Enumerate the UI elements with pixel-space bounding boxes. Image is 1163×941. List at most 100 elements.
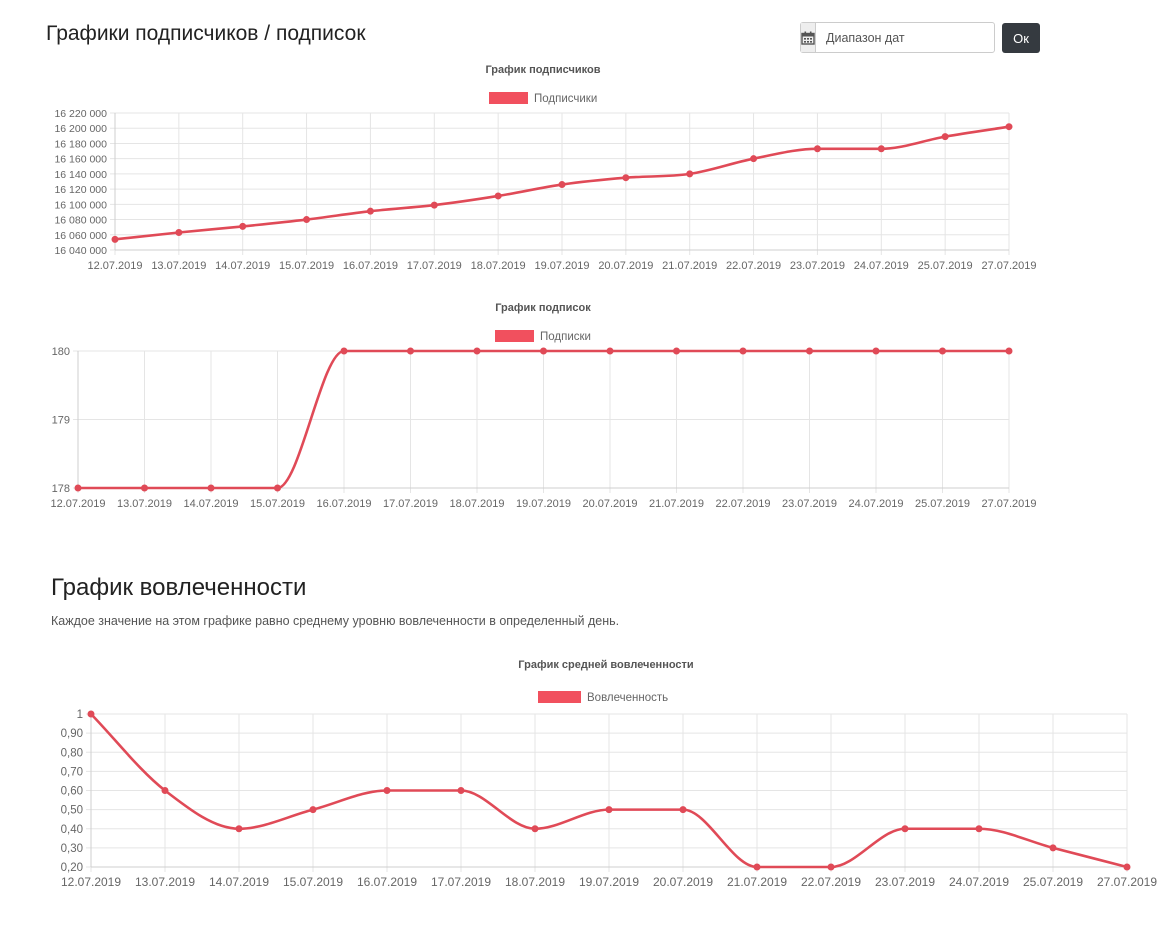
engagement-title: График вовлеченности [51, 574, 307, 601]
x-tick-label: 20.07.2019 [653, 875, 713, 889]
data-point [340, 347, 348, 355]
x-tick-label: 20.07.2019 [582, 498, 637, 510]
data-point [175, 228, 183, 236]
x-tick-label: 15.07.2019 [279, 260, 334, 272]
data-point [141, 484, 148, 492]
x-tick-label: 22.07.2019 [715, 498, 770, 510]
data-point [366, 207, 374, 215]
data-point [161, 787, 169, 794]
series-line [78, 349, 1009, 490]
date-range-input[interactable] [816, 23, 997, 52]
x-tick-label: 12.07.2019 [87, 260, 142, 272]
x-tick-label: 13.07.2019 [135, 875, 195, 889]
y-tick-label: 16 140 000 [54, 169, 107, 181]
data-point [430, 201, 438, 209]
x-tick-label: 19.07.2019 [534, 260, 589, 272]
data-point [605, 806, 613, 814]
data-point [407, 347, 414, 355]
data-point [679, 806, 687, 814]
x-tick-label: 24.07.2019 [949, 875, 1009, 889]
y-tick-label: 16 160 000 [54, 154, 107, 166]
legend-label: Вовлеченность [587, 692, 668, 704]
x-tick-label: 16.07.2019 [343, 260, 398, 272]
y-tick-label: 0,60 [61, 786, 83, 798]
y-tick-label: 16 040 000 [54, 245, 107, 257]
y-tick-label: 180 [52, 346, 70, 358]
data-point [622, 174, 630, 182]
data-point [473, 347, 481, 355]
data-point [813, 145, 821, 153]
x-tick-label: 17.07.2019 [383, 498, 438, 510]
x-tick-label: 22.07.2019 [801, 875, 861, 889]
data-point [1005, 123, 1013, 131]
y-tick-label: 16 180 000 [54, 138, 107, 150]
y-tick-label: 0,20 [61, 862, 83, 874]
data-point [309, 806, 317, 814]
x-tick-label: 16.07.2019 [316, 498, 371, 510]
y-tick-label: 0,30 [61, 843, 83, 855]
data-point [235, 825, 243, 833]
x-tick-label: 20.07.2019 [598, 260, 653, 272]
date-range-picker[interactable] [800, 22, 997, 53]
x-tick-label: 23.07.2019 [875, 875, 935, 889]
data-point [975, 825, 983, 833]
chart-title: График подписчиков [485, 64, 600, 76]
legend-swatch [538, 691, 581, 703]
x-tick-label: 14.07.2019 [183, 498, 238, 510]
x-tick-label: 17.07.2019 [407, 260, 462, 272]
data-point [939, 347, 946, 355]
x-tick-label: 13.07.2019 [151, 260, 206, 272]
x-tick-label: 19.07.2019 [516, 498, 571, 510]
y-tick-label: 0,40 [61, 824, 83, 836]
x-tick-label: 12.07.2019 [61, 875, 121, 889]
data-point [383, 787, 391, 794]
data-point [872, 347, 880, 355]
y-tick-label: 16 220 000 [54, 108, 107, 120]
data-point [827, 863, 835, 871]
y-tick-label: 0,50 [61, 805, 83, 817]
x-tick-label: 14.07.2019 [215, 260, 270, 272]
x-tick-label: 27.07.2019 [981, 260, 1036, 272]
subscriptions-chart: График подписок Подписки 178 179 180 12.07.20… [50, 302, 1036, 510]
ok-button[interactable]: Ок [1002, 23, 1040, 53]
data-point [274, 484, 281, 492]
x-tick-label: 19.07.2019 [579, 875, 639, 889]
x-tick-label: 18.07.2019 [505, 875, 565, 889]
data-point [457, 787, 465, 794]
x-tick-label: 17.07.2019 [431, 875, 491, 889]
x-tick-label: 25.07.2019 [915, 498, 970, 510]
chart-title: График подписок [495, 302, 591, 314]
x-tick-label: 13.07.2019 [117, 498, 172, 510]
data-point [806, 347, 813, 355]
data-point [540, 347, 547, 355]
data-point [750, 155, 758, 163]
x-tick-label: 16.07.2019 [357, 875, 417, 889]
legend-swatch [489, 92, 528, 104]
y-tick-label: 16 200 000 [54, 123, 107, 135]
x-tick-label: 21.07.2019 [662, 260, 717, 272]
y-tick-label: 178 [52, 483, 70, 495]
data-point [941, 133, 949, 141]
x-tick-label: 23.07.2019 [790, 260, 845, 272]
data-point [303, 216, 311, 224]
x-tick-label: 24.07.2019 [854, 260, 909, 272]
data-point [673, 347, 680, 355]
y-tick-label: 16 060 000 [54, 230, 107, 242]
x-tick-label: 21.07.2019 [727, 875, 787, 889]
x-tick-label: 15.07.2019 [283, 875, 343, 889]
y-tick-label: 0,80 [61, 747, 83, 759]
data-point [74, 484, 82, 492]
y-tick-label: 16 080 000 [54, 215, 107, 227]
data-point [207, 484, 215, 492]
x-tick-label: 18.07.2019 [449, 498, 504, 510]
y-tick-label: 16 120 000 [54, 184, 107, 196]
x-tick-label: 23.07.2019 [782, 498, 837, 510]
x-tick-label: 22.07.2019 [726, 260, 781, 272]
data-point [606, 347, 614, 355]
y-tick-label: 1 [77, 709, 83, 721]
data-point [901, 825, 909, 833]
engagement-description: Каждое значение на этом графике равно ср… [51, 614, 620, 628]
calendar-icon[interactable] [801, 23, 816, 52]
data-point [1005, 347, 1013, 355]
